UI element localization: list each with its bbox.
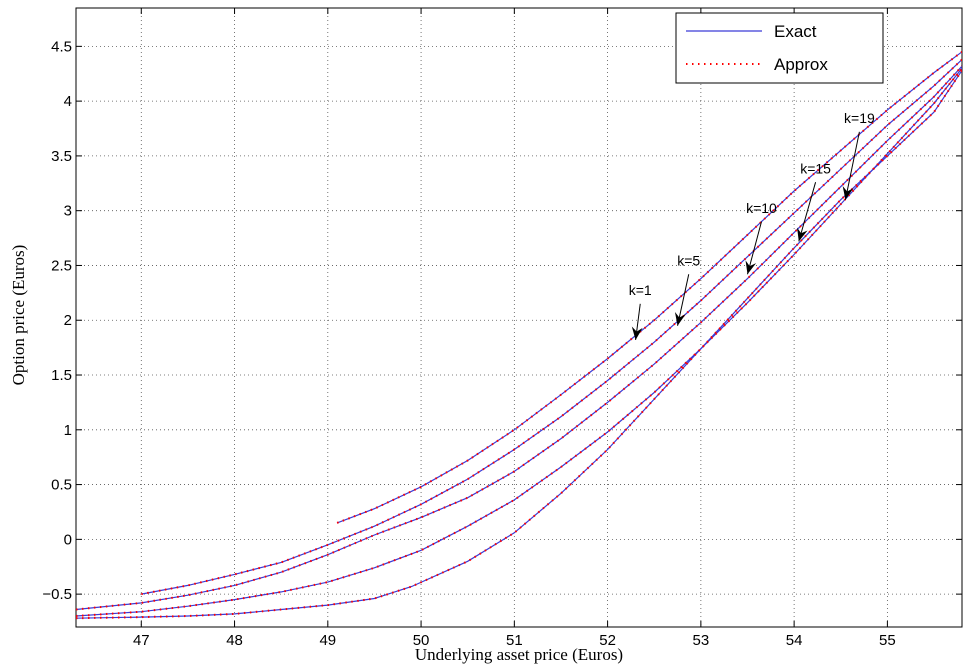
annotation-label: k=1: [629, 282, 652, 298]
x-tick-label: 49: [319, 632, 336, 649]
x-tick-label: 50: [413, 632, 430, 649]
annotation-arrowhead: [631, 326, 643, 340]
series-group: [76, 50, 962, 620]
x-tick-label: 54: [786, 632, 803, 649]
annotation-label: k=15: [800, 160, 831, 176]
annotation-arrowhead: [797, 227, 808, 242]
tick-labels: 47 48 49 50 51 52 53 54 55 −0.5 0 0.5 1 1.5 2 2.5 3 3.5 4 4…: [42, 8, 962, 649]
legend: Exact Approx: [675, 12, 884, 84]
y-tick-label: 1.5: [51, 367, 72, 384]
approx-line-k15: [76, 67, 962, 617]
annotation-arrow: [844, 131, 860, 200]
y-axis-label: Option price (Euros): [9, 245, 28, 386]
x-tick-label: 53: [693, 632, 710, 649]
x-tick-label: 55: [879, 632, 896, 649]
y-tick-label: 3.5: [51, 148, 72, 165]
y-tick-label: 2: [64, 312, 72, 329]
annotations: k=1 k=5 k=10 k=15 k=19: [629, 110, 875, 341]
y-tick-label: 3: [64, 203, 72, 220]
y-tick-label: 4: [64, 93, 72, 110]
y-tick-label: 2.5: [51, 257, 72, 274]
exact-line-k19: [76, 70, 962, 619]
annotation-arrow: [747, 221, 762, 275]
annotation-arrowhead: [745, 260, 757, 275]
y-tick-label: 4.5: [51, 38, 72, 55]
x-tick-label: 48: [226, 632, 243, 649]
y-tick-label: 1: [64, 422, 72, 439]
legend-exact-label: Exact: [774, 22, 817, 41]
y-tick-label: 0: [64, 531, 72, 548]
legend-box: [675, 12, 884, 84]
annotation-arrowhead: [674, 311, 686, 326]
annotation-arrowhead: [842, 185, 854, 200]
approx-line-k1: [336, 50, 962, 524]
annotation-label: k=5: [677, 252, 700, 268]
y-tick-label: −0.5: [42, 586, 72, 603]
x-axis-label: Underlying asset price (Euros): [415, 645, 623, 664]
annotation-arrow: [677, 274, 690, 326]
x-tick-label: 52: [599, 632, 616, 649]
approx-line-k5: [141, 58, 962, 596]
annotation-arrow: [798, 182, 817, 242]
legend-approx-label: Approx: [774, 55, 828, 74]
annotation-label: k=19: [844, 110, 875, 126]
approx-line-k10: [76, 65, 962, 611]
x-tick-label: 47: [133, 632, 150, 649]
plot-area: [75, 7, 963, 628]
x-tick-label: 51: [506, 632, 523, 649]
annotation-label: k=10: [746, 200, 777, 216]
y-tick-label: 0.5: [51, 477, 72, 494]
